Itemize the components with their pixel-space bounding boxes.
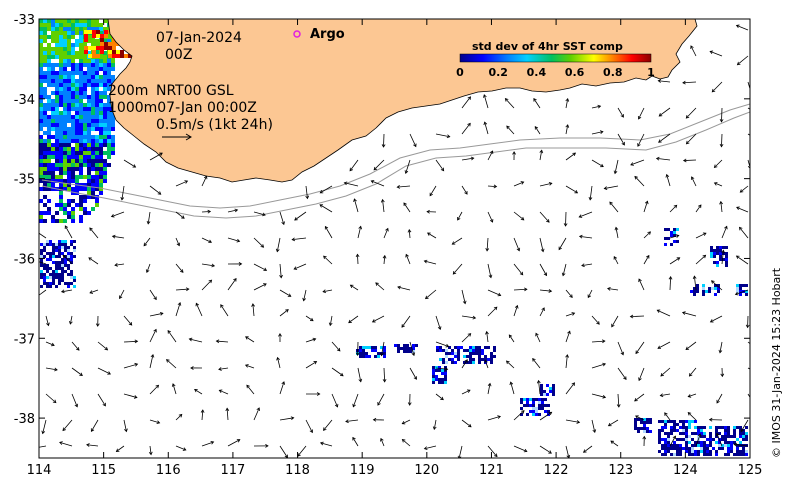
hour-label: 00Z bbox=[165, 47, 192, 63]
x-axis: 114 115 116 117 118 119 120 121 122 123 124 125 bbox=[27, 19, 763, 478]
argo-label: Argo bbox=[310, 27, 345, 42]
y-tick-label: -34 bbox=[14, 93, 35, 108]
y-tick-label: -38 bbox=[14, 412, 35, 427]
x-tick-label: 115 bbox=[91, 463, 116, 478]
x-tick-label: 124 bbox=[673, 463, 698, 478]
y-axis: -33 -34 -35 -36 -37 -38 bbox=[14, 13, 750, 427]
x-tick-label: 120 bbox=[414, 463, 439, 478]
x-tick-label: 114 bbox=[27, 463, 52, 478]
current-vector-field bbox=[39, 24, 750, 458]
legend-tick-label: 0.8 bbox=[603, 66, 623, 79]
legend-title: std dev of 4hr SST comp bbox=[472, 40, 623, 53]
legend-tick-label: 1 bbox=[647, 66, 655, 79]
x-tick-label: 121 bbox=[479, 463, 504, 478]
x-tick-label: 118 bbox=[285, 463, 310, 478]
depth-time-label: 1000m07-Jan 00:00Z bbox=[108, 100, 257, 116]
legend-tick-label: 0 bbox=[456, 66, 464, 79]
x-tick-label: 116 bbox=[156, 463, 181, 478]
x-tick-label: 119 bbox=[350, 463, 375, 478]
legend-tick-label: 0.2 bbox=[488, 66, 508, 79]
date-label: 07-Jan-2024 bbox=[156, 30, 242, 46]
plot-frame bbox=[38, 18, 751, 459]
legend-colorbar bbox=[459, 53, 652, 63]
x-tick-label: 123 bbox=[608, 463, 633, 478]
product-label: NRT00 GSL bbox=[156, 83, 234, 99]
isobath-1000m bbox=[41, 111, 750, 219]
isobath-200m bbox=[41, 103, 750, 209]
scale-label: 0.5m/s (1kt 24h) bbox=[156, 117, 273, 133]
legend-tick-label: 0.4 bbox=[527, 66, 547, 79]
y-tick-label: -35 bbox=[14, 173, 35, 188]
sst-data-layer bbox=[39, 19, 748, 456]
y-tick-label: -37 bbox=[14, 332, 35, 347]
legend-ticks: 0 0.2 0.4 0.6 0.8 1 bbox=[456, 66, 655, 79]
legend-tick-label: 0.6 bbox=[565, 66, 585, 79]
scale-arrow bbox=[162, 133, 192, 141]
y-tick-label: -36 bbox=[14, 252, 35, 267]
y-tick-label: -33 bbox=[14, 13, 35, 28]
x-tick-label: 125 bbox=[738, 463, 763, 478]
argo-marker-icon bbox=[293, 30, 301, 38]
isobath-label: 200m bbox=[108, 83, 148, 99]
x-tick-label: 117 bbox=[220, 463, 245, 478]
x-tick-label: 122 bbox=[544, 463, 569, 478]
credit-text: © IMOS 31-Jan-2024 15:23 Hobart bbox=[770, 267, 783, 458]
